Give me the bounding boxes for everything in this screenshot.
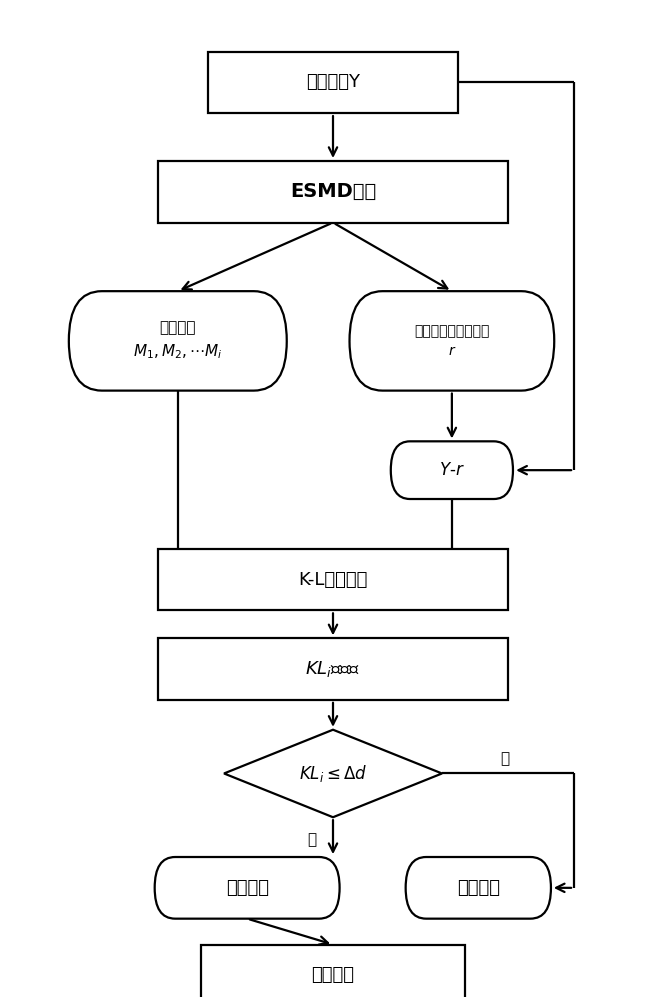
Text: $Y$-$r$: $Y$-$r$ — [439, 461, 465, 479]
Text: $KL_i$归一化: $KL_i$归一化 — [306, 659, 360, 679]
FancyBboxPatch shape — [158, 161, 508, 223]
Text: 有效分量: 有效分量 — [226, 879, 268, 897]
FancyBboxPatch shape — [391, 441, 513, 499]
FancyBboxPatch shape — [155, 857, 340, 919]
Text: 否: 否 — [500, 751, 509, 766]
FancyBboxPatch shape — [158, 549, 508, 610]
Text: K-L散度计算: K-L散度计算 — [298, 571, 368, 589]
Text: 模态分量
$M_1, M_2, \cdots M_i$: 模态分量 $M_1, M_2, \cdots M_i$ — [133, 321, 222, 361]
FancyBboxPatch shape — [69, 291, 287, 391]
Text: 重构信号: 重构信号 — [312, 966, 354, 984]
Polygon shape — [224, 730, 442, 817]
FancyBboxPatch shape — [158, 638, 508, 700]
Text: ESMD分解: ESMD分解 — [290, 182, 376, 201]
Text: 虚假分量: 虚假分量 — [457, 879, 500, 897]
Text: 原始信号Y: 原始信号Y — [306, 73, 360, 91]
FancyBboxPatch shape — [201, 945, 465, 1000]
Text: $KL_i \leq \Delta d$: $KL_i \leq \Delta d$ — [299, 763, 367, 784]
FancyBboxPatch shape — [208, 52, 458, 113]
Text: 最佳自适应全局均线
$r$: 最佳自适应全局均线 $r$ — [414, 324, 490, 358]
Text: 是: 是 — [307, 833, 316, 848]
FancyBboxPatch shape — [406, 857, 551, 919]
FancyBboxPatch shape — [350, 291, 554, 391]
